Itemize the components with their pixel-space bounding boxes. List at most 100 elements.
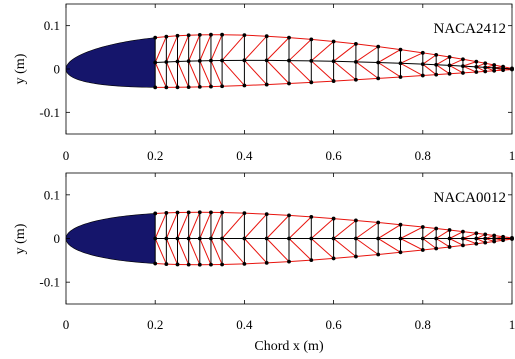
upper-skin-segment: [311, 38, 334, 43]
upper-skin-segment: [355, 43, 379, 48]
truss-node: [242, 211, 247, 216]
truss-node: [209, 58, 213, 63]
truss-node: [309, 258, 314, 263]
truss-node: [447, 245, 452, 249]
upper-diagonal: [288, 216, 312, 239]
x-tick-label: 0.8: [415, 317, 431, 332]
truss-node: [492, 63, 497, 67]
truss-node: [474, 59, 479, 64]
lower-diagonal: [165, 238, 178, 265]
upper-diagonal: [333, 43, 357, 62]
x-tick-label: 0: [63, 317, 70, 332]
lower-skin-segment: [355, 77, 379, 81]
truss-node: [420, 73, 425, 78]
x-tick-labels: 0 0.2 0.4 0.6 0.8 1: [63, 4, 515, 163]
truss-node: [164, 236, 169, 241]
camber-line-segment: [436, 64, 450, 66]
upper-diagonal: [154, 36, 167, 63]
truss-node: [309, 236, 314, 241]
truss-node: [434, 246, 439, 251]
lower-skin-segment: [333, 256, 356, 259]
lower-skin-segment: [222, 263, 245, 265]
truss-node: [186, 59, 191, 64]
lower-skin-segment: [462, 243, 477, 246]
upper-diagonal: [210, 34, 223, 61]
truss-node: [434, 52, 439, 57]
lower-skin-segment: [288, 81, 312, 85]
x-tick-label: 0.6: [325, 148, 342, 163]
upper-diagonal: [422, 54, 437, 65]
truss-node: [447, 63, 452, 68]
truss-node: [492, 239, 497, 244]
truss-node: [447, 71, 452, 76]
truss-node: [153, 35, 158, 40]
truss-node: [164, 34, 169, 39]
lower-skin-segment: [436, 246, 450, 249]
bottom-plot-panel: 0.1 0 -0.1 0 0.2 0.4 0.6 0.8 1 y (m) NACA0012 C…: [13, 172, 515, 354]
truss-node: [209, 32, 213, 37]
truss-node: [354, 77, 358, 82]
truss-node: [242, 83, 247, 88]
upper-diagonal: [165, 35, 178, 63]
truss-node: [510, 237, 514, 241]
lower-diagonal: [244, 59, 268, 85]
truss-node: [447, 55, 452, 59]
truss-node: [501, 238, 505, 243]
truss-node: [398, 236, 403, 241]
truss-node: [220, 262, 225, 267]
x-tick-label: 0.4: [236, 317, 253, 332]
truss-node: [153, 85, 158, 90]
upper-diagonal: [244, 35, 268, 61]
lower-diagonal: [199, 60, 212, 87]
truss-node: [434, 236, 439, 241]
truss-node: [197, 32, 202, 37]
truss-node: [331, 216, 336, 221]
lower-diagonal: [188, 60, 201, 88]
lower-skin-segment: [266, 261, 290, 264]
truss-node: [287, 213, 291, 218]
truss-node: [461, 236, 465, 241]
truss-node: [501, 68, 505, 73]
x-tick-label: 0.4: [236, 148, 253, 163]
truss-node: [264, 236, 269, 241]
truss-node: [220, 84, 225, 89]
camber-line-segment: [449, 64, 463, 67]
lower-diagonal: [221, 60, 245, 86]
upper-skin-segment: [266, 213, 290, 216]
upper-diagonal: [165, 212, 178, 239]
truss-node: [420, 236, 425, 241]
lower-diagonal: [244, 238, 268, 264]
upper-diagonal: [462, 61, 477, 67]
upper-diagonal: [435, 229, 450, 239]
upper-skin-segment: [266, 35, 290, 39]
truss-node: [483, 61, 488, 66]
truss-node: [492, 236, 497, 241]
truss-node: [483, 236, 488, 241]
upper-diagonal: [154, 212, 167, 239]
upper-skin-segment: [222, 212, 245, 214]
truss-node: [331, 59, 336, 64]
truss-node: [354, 42, 358, 46]
upper-skin-segment: [333, 41, 356, 45]
truss-node: [175, 236, 180, 241]
truss-node: [354, 218, 358, 223]
truss-node: [510, 67, 514, 72]
lower-skin-segment: [436, 73, 450, 76]
upper-skin-segment: [355, 219, 379, 223]
airfoil-name-label: NACA0012: [433, 190, 506, 206]
truss-node: [483, 240, 488, 245]
upper-diagonal: [435, 56, 450, 66]
truss-node: [197, 210, 202, 215]
lower-skin-segment: [449, 244, 463, 248]
truss-node: [474, 231, 479, 236]
lower-diagonal: [288, 60, 312, 83]
truss-node: [461, 71, 465, 75]
truss-node: [474, 64, 479, 69]
lower-skin-segment: [288, 259, 312, 263]
truss-node: [175, 33, 180, 38]
y-axis-label: y (m): [13, 53, 28, 84]
upper-diagonal: [377, 49, 401, 63]
lower-diagonal: [355, 238, 379, 255]
truss-node: [461, 243, 465, 248]
upper-skin-segment: [449, 229, 463, 233]
